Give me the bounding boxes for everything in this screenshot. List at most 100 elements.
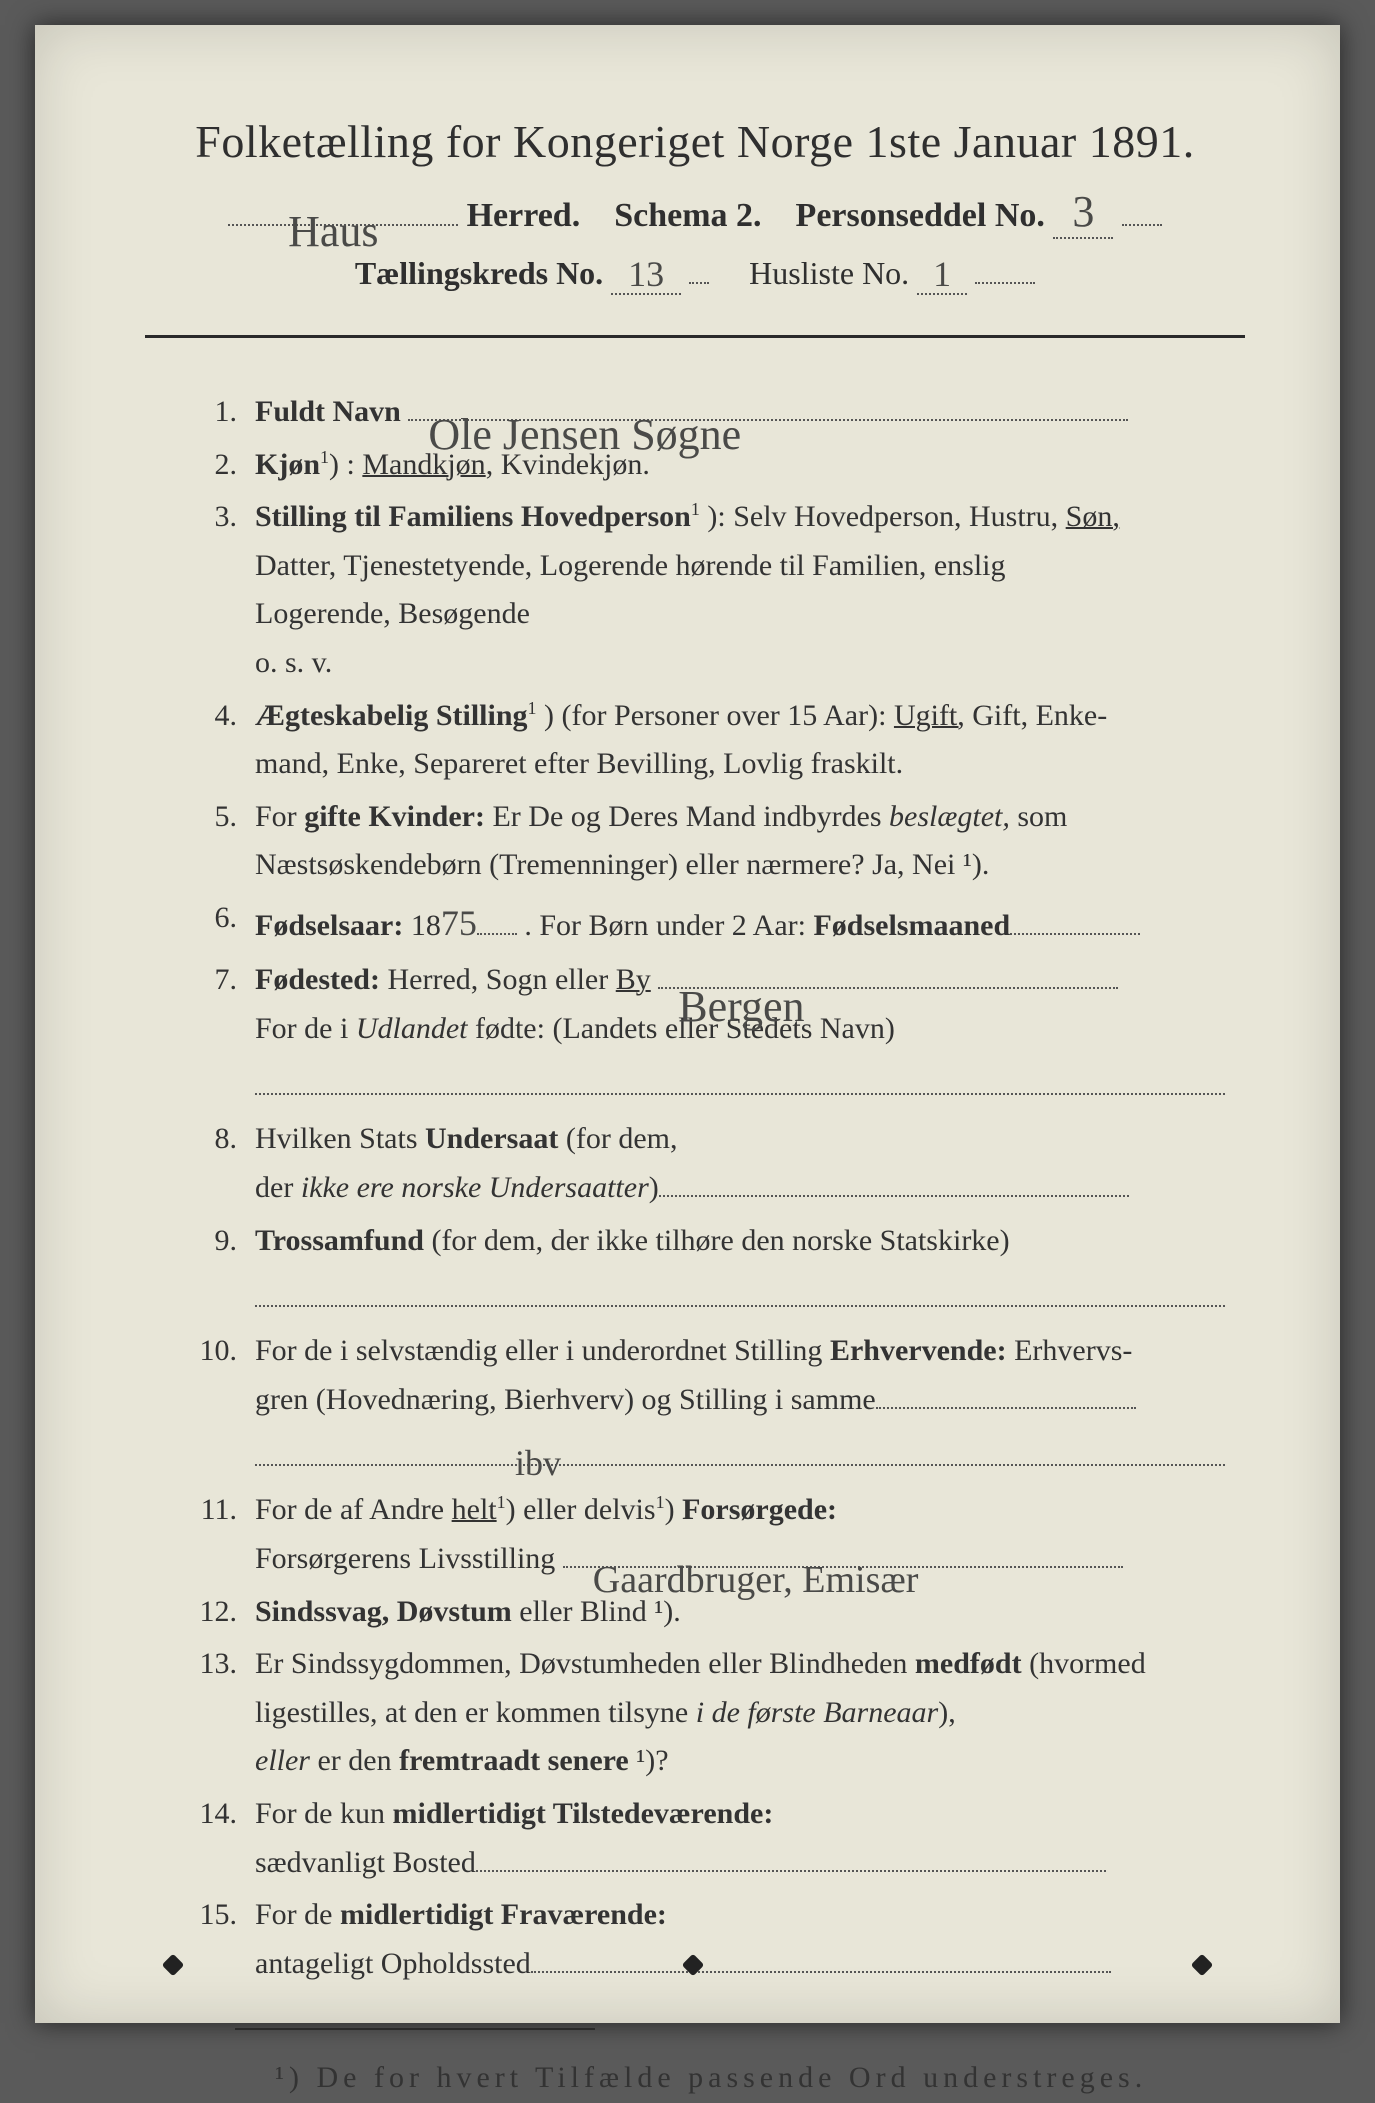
q11-l2: Forsørgerens Livsstilling	[255, 1542, 555, 1575]
q7-row: 7. Fødested: Herred, Sogn eller By Berge…	[175, 956, 1245, 1053]
q4-line2: mand, Enke, Separeret efter Bevilling, L…	[255, 747, 903, 780]
q8-num: 8.	[175, 1115, 255, 1164]
q15-l1a: For de	[255, 1898, 340, 1931]
q6-year: 75	[441, 903, 477, 943]
q15-l1b: midlertidigt Fraværende:	[340, 1898, 667, 1931]
q14-num: 14.	[175, 1790, 255, 1839]
q7-l2b: Udlandet	[356, 1012, 468, 1045]
q6-label: Fødselsaar:	[255, 909, 403, 942]
q1-value: Ole Jensen Søgne	[428, 399, 741, 470]
q8-l1c: (for dem,	[558, 1122, 677, 1155]
q15-l2: antageligt Opholdssted	[255, 1947, 531, 1980]
q11-helt: helt	[452, 1493, 497, 1526]
header-line-3: Tællingskreds No. 13 Husliste No. 1	[145, 251, 1245, 295]
q3-row: 3. Stilling til Familiens Hovedperson1 )…	[175, 493, 1245, 687]
q10-hw: ibv	[515, 1434, 561, 1492]
header-rule	[145, 335, 1245, 338]
kreds-no: 13	[628, 254, 664, 294]
q13-l3a: eller	[255, 1744, 310, 1777]
q13-l2c: ),	[938, 1696, 956, 1729]
q9-label: Trossamfund	[255, 1224, 424, 1257]
q5-row: 5. For gifte Kvinder: Er De og Deres Man…	[175, 793, 1245, 890]
q5-l1c: Er De og Deres Mand indbyrdes	[485, 800, 889, 833]
q7-by: By	[616, 963, 651, 996]
q10-l1c: Erhvervs-	[1007, 1334, 1133, 1367]
q7-num: 7.	[175, 956, 255, 1005]
q5-l1d: beslægtet,	[889, 800, 1010, 833]
q7-l2a: For de i	[255, 1012, 356, 1045]
q9-dotline	[255, 1269, 1225, 1307]
q5-l1e: som	[1010, 800, 1068, 833]
q10-l1b: Erhvervende:	[830, 1334, 1007, 1367]
q13-l2b: i de første Barneaar	[696, 1696, 938, 1729]
q10-l1a: For de i selvstændig eller i underordnet…	[255, 1334, 830, 1367]
q8-l1b: Undersaat	[425, 1122, 558, 1155]
q10-num: 10.	[175, 1327, 255, 1376]
q1-row: 1. Fuldt Navn Ole Jensen Søgne	[175, 388, 1245, 437]
q7-value: Bergen	[678, 971, 804, 1042]
q6-row: 6. Fødselsaar: 1875 . For Børn under 2 A…	[175, 894, 1245, 952]
q4-ugift: Ugift,	[894, 699, 965, 732]
kreds-label: Tællingskreds No.	[355, 255, 603, 291]
form-content: Folketælling for Kongeriget Norge 1ste J…	[145, 115, 1245, 2103]
q5-l1a: For	[255, 800, 304, 833]
q6-yp: 18	[403, 909, 441, 942]
q1-label: Fuldt Navn	[255, 395, 401, 428]
q13-l3b: er den	[310, 1744, 399, 1777]
q5-num: 5.	[175, 793, 255, 842]
q10-dotline: ibv	[255, 1428, 1225, 1466]
q6-mid: . For Børn under 2 Aar:	[524, 909, 813, 942]
header-line-2: Haus Herred. Schema 2. Personseddel No. …	[145, 186, 1245, 239]
herred-value: Haus	[288, 206, 378, 257]
q11-l1a: For de af Andre	[255, 1493, 452, 1526]
q7-l1a: Herred, Sogn eller	[380, 963, 616, 996]
census-form-page: Folketælling for Kongeriget Norge 1ste J…	[35, 25, 1340, 2023]
q3-label: Stilling til Familiens Hovedperson	[255, 500, 691, 533]
q6-num: 6.	[175, 894, 255, 943]
q4-l1a: ) (for Personer over 15 Aar):	[544, 699, 894, 732]
q13-l2a: ligestilles, at den er kommen tilsyne	[255, 1696, 696, 1729]
schema-label: Schema 2.	[614, 197, 761, 234]
q13-l1b: medfødt	[915, 1647, 1022, 1680]
q13-num: 13.	[175, 1640, 255, 1689]
q13-l3d: ¹)?	[629, 1744, 669, 1777]
q11-num: 11.	[175, 1486, 255, 1535]
personseddel-label: Personseddel No.	[796, 197, 1045, 234]
personseddel-no: 3	[1053, 186, 1113, 239]
q13-row: 13. Er Sindssygdommen, Døvstumheden elle…	[175, 1640, 1245, 1786]
q8-l2a: der	[255, 1171, 301, 1204]
q8-l1a: Hvilken Stats	[255, 1122, 425, 1155]
q14-l2: sædvanligt Bosted	[255, 1846, 476, 1879]
q14-l1b: midlertidigt Tilstedeværende:	[393, 1797, 774, 1830]
q2-label: Kjøn	[255, 448, 320, 481]
form-body: 1. Fuldt Navn Ole Jensen Søgne 2. Kjøn1)…	[175, 388, 1245, 2103]
q4-label: Ægteskabelig Stilling	[255, 699, 528, 732]
husliste-no: 1	[933, 254, 951, 294]
footnote: ¹) De for hvert Tilfælde passende Ord un…	[275, 2054, 1245, 2103]
q11-l1e: Forsørgede:	[682, 1493, 837, 1526]
q11-l1d: )	[665, 1493, 683, 1526]
q4-row: 4. Ægteskabelig Stilling1 ) (for Persone…	[175, 692, 1245, 789]
q3-line4: o. s. v.	[255, 646, 332, 679]
q3-line3: Logerende, Besøgende	[255, 597, 530, 630]
q6-label2: Fødselsmaaned	[813, 909, 1010, 942]
q7-dotline	[255, 1057, 1225, 1095]
q9-row: 9. Trossamfund (for dem, der ikke tilhør…	[175, 1217, 1245, 1266]
q10-l2: gren (Hovednæring, Bierhverv) og Stillin…	[255, 1383, 876, 1416]
q13-l1c: (hvormed	[1022, 1647, 1146, 1680]
q14-row: 14. For de kun midlertidigt Tilstedevære…	[175, 1790, 1245, 1887]
q9-rest: (for dem, der ikke tilhøre den norske St…	[424, 1224, 1010, 1257]
q1-num: 1.	[175, 388, 255, 437]
q7-label: Fødested:	[255, 963, 380, 996]
q13-l1a: Er Sindssygdommen, Døvstumheden eller Bl…	[255, 1647, 915, 1680]
q5-l1b: gifte Kvinder:	[304, 800, 485, 833]
page-title: Folketælling for Kongeriget Norge 1ste J…	[145, 115, 1245, 168]
q5-line2: Næstsøskendebørn (Tremenninger) eller næ…	[255, 848, 989, 881]
q9-num: 9.	[175, 1217, 255, 1266]
q4-l1c: Gift, Enke-	[965, 699, 1107, 732]
q12-label: Sindssvag, Døvstum	[255, 1595, 512, 1628]
q3-son: Søn,	[1066, 500, 1120, 533]
q11-l1c: ) eller delvis	[506, 1493, 656, 1526]
q11-row: 11. For de af Andre helt1) eller delvis1…	[175, 1486, 1245, 1583]
q14-l1a: For de kun	[255, 1797, 393, 1830]
